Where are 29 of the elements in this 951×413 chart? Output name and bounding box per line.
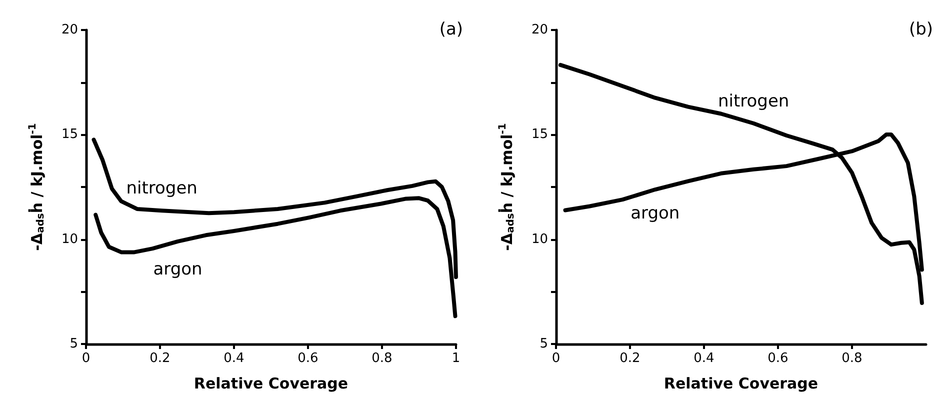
series-label: argon (153, 259, 202, 280)
x-tick-label: 0.4 (224, 351, 244, 366)
chart-title: (b) (908, 20, 934, 40)
y-axis-title: -Δadsḣ / kJ.mol-1 (28, 123, 46, 251)
x-tick-label: 0.6 (768, 351, 788, 366)
x-axis-title: Relative Coverage (194, 374, 348, 392)
x-tick-label: 0.2 (620, 351, 640, 366)
chart-title: (a) (439, 20, 464, 40)
y-tick-label: 15 (531, 127, 548, 142)
x-tick-label: 0.8 (372, 351, 392, 366)
y-tick-label: 10 (531, 232, 548, 247)
x-tick-label: 0.4 (694, 351, 714, 366)
y-tick-label: 20 (531, 22, 548, 38)
y-tick-label: 10 (61, 232, 78, 247)
x-tick-label: 0.2 (150, 351, 170, 366)
x-tick-label: 0 (552, 351, 560, 366)
series-label: argon (630, 204, 680, 224)
x-tick-label: 0 (82, 351, 90, 366)
x-tick-label: 1 (452, 351, 460, 366)
y-axis-title: -Δadsḣ / kJ.mol-1 (498, 123, 516, 251)
x-axis-title: Relative Coverage (664, 374, 818, 392)
series-label: nitrogen (126, 178, 198, 199)
y-tick-label: 20 (61, 22, 78, 38)
x-tick-label: 0.6 (298, 351, 318, 366)
y-tick-label: 15 (61, 127, 78, 142)
series-label: nitrogen (718, 91, 790, 112)
y-tick-label: 5 (540, 336, 548, 352)
y-tick-label: 5 (70, 336, 78, 352)
x-tick-label: 0.8 (842, 351, 862, 366)
